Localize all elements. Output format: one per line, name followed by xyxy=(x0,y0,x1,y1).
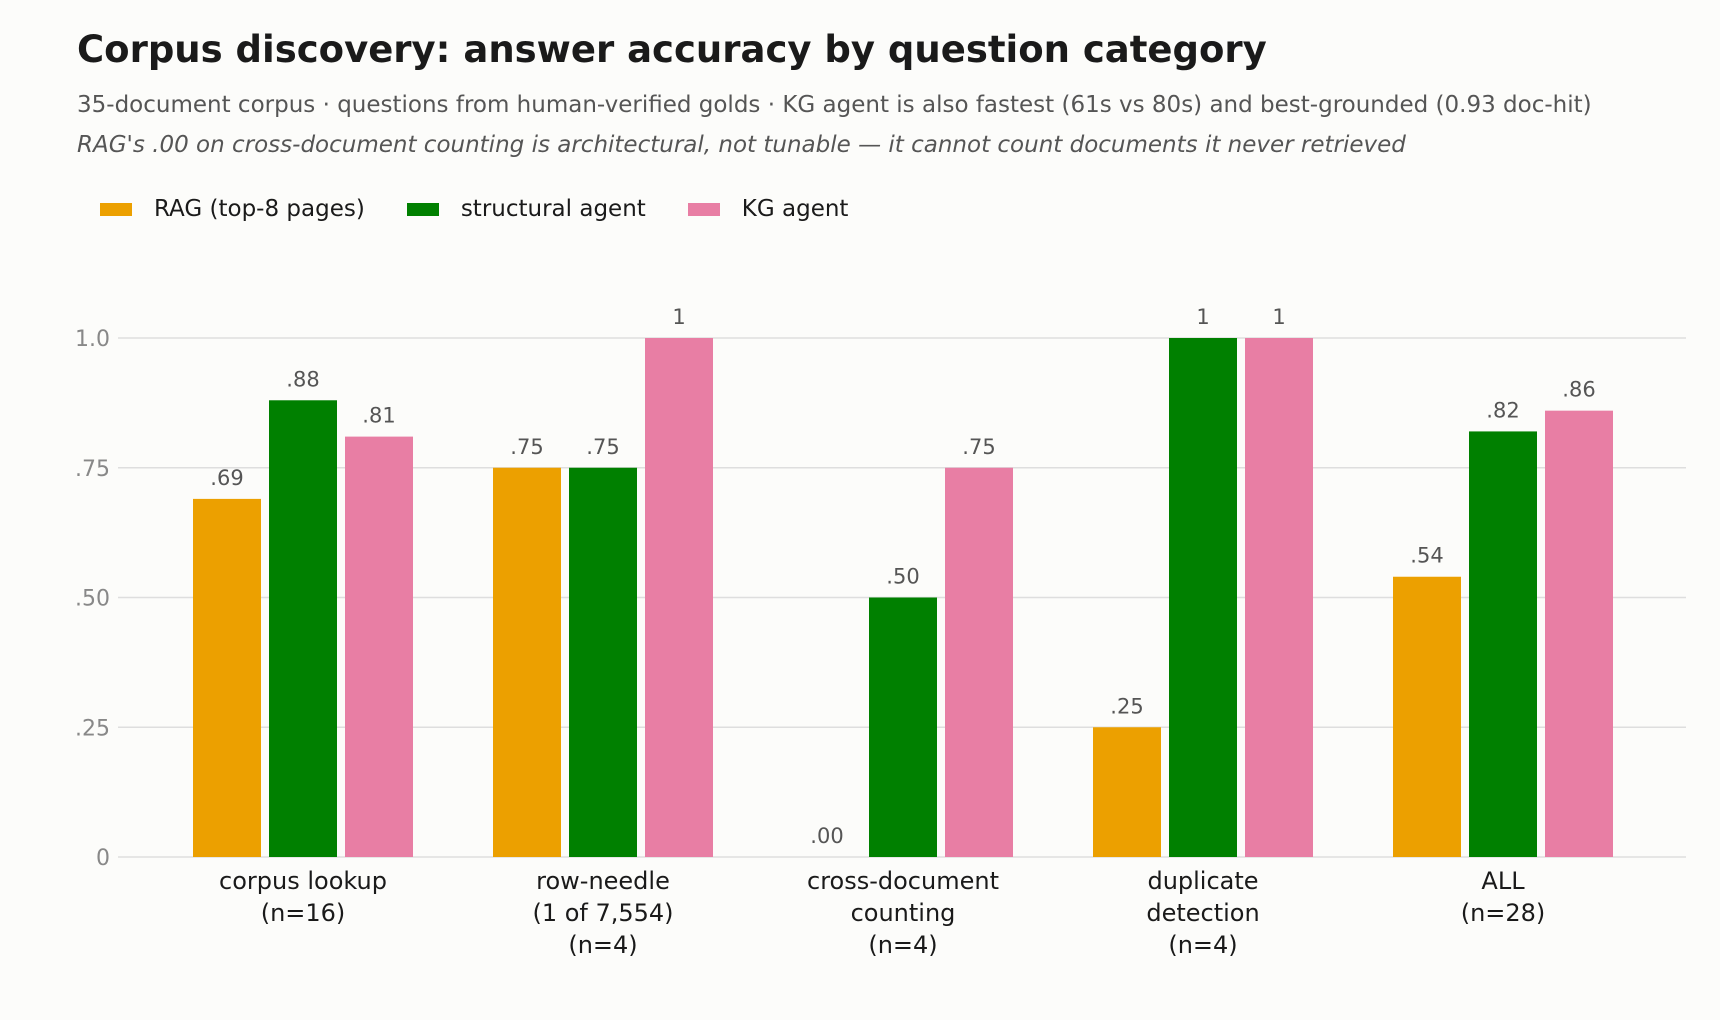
bar-kg-agent-1 xyxy=(645,338,713,857)
value-label-rag-1: .75 xyxy=(510,435,543,459)
x-tick-line: detection xyxy=(1146,899,1259,927)
x-tick-line: duplicate xyxy=(1147,867,1258,895)
bar-structural-agent-3 xyxy=(1169,338,1237,857)
legend-label-kg-agent: KG agent xyxy=(741,196,849,222)
bar-kg-agent-2 xyxy=(945,467,1013,857)
legend-label-rag: RAG (top-8 pages) xyxy=(154,196,365,222)
x-tick-line: (n=4) xyxy=(568,931,637,959)
x-tick-line: cross-document xyxy=(807,867,999,895)
bar-structural-agent-2 xyxy=(869,597,937,857)
chart-subtitle: 35-document corpus · questions from huma… xyxy=(77,92,1592,118)
value-label-kg-agent-1: 1 xyxy=(672,305,685,329)
value-label-rag-0: .69 xyxy=(210,466,243,490)
value-label-kg-agent-4: .86 xyxy=(1562,378,1595,402)
legend-item-kg-agent: KG agent xyxy=(687,196,849,222)
value-label-kg-agent-2: .75 xyxy=(962,435,995,459)
value-label-structural-agent-2: .50 xyxy=(886,565,919,589)
value-label-structural-agent-1: .75 xyxy=(586,435,619,459)
x-tick-line: corpus lookup xyxy=(219,867,387,895)
y-tick-label-1: .25 xyxy=(75,716,110,741)
value-label-kg-agent-3: 1 xyxy=(1272,305,1285,329)
value-label-structural-agent-0: .88 xyxy=(286,367,319,391)
bar-kg-agent-0 xyxy=(345,436,413,857)
y-tick-label-4: 1.0 xyxy=(75,327,110,352)
x-tick-label-2: cross-document counting (n=4) xyxy=(807,867,999,959)
bar-rag-1 xyxy=(493,467,561,857)
x-tick-label-0: corpus lookup (n=16) xyxy=(219,867,387,927)
legend-item-structural-agent: structural agent xyxy=(406,196,646,222)
x-tick-label-3: duplicate detection (n=4) xyxy=(1146,867,1259,959)
value-label-structural-agent-3: 1 xyxy=(1196,305,1209,329)
value-label-rag-4: .54 xyxy=(1410,544,1443,568)
x-tick-line: row-needle xyxy=(536,867,670,895)
bar-structural-agent-0 xyxy=(269,400,337,857)
x-tick-line: ALL xyxy=(1481,867,1525,895)
legend: RAG (top-8 pages) structural agent KG ag… xyxy=(100,196,890,222)
value-label-rag-2: .00 xyxy=(810,824,843,848)
bar-kg-agent-3 xyxy=(1245,338,1313,857)
x-tick-line: (n=28) xyxy=(1461,899,1546,927)
bar-rag-0 xyxy=(193,498,261,857)
x-tick-line: (1 of 7,554) xyxy=(532,899,673,927)
legend-swatch-kg-agent xyxy=(687,202,720,216)
bar-rag-3 xyxy=(1093,727,1161,857)
y-tick-label-0: 0 xyxy=(96,846,110,871)
x-tick-label-1: row-needle (1 of 7,554) (n=4) xyxy=(532,867,673,959)
legend-swatch-structural-agent xyxy=(406,202,439,216)
legend-label-structural-agent: structural agent xyxy=(460,196,646,222)
chart-annotation: RAG's .00 on cross-document counting is … xyxy=(77,132,1406,158)
value-label-structural-agent-4: .82 xyxy=(1486,398,1519,422)
y-tick-label-2: .50 xyxy=(75,587,110,612)
chart-title: Corpus discovery: answer accuracy by que… xyxy=(77,28,1267,71)
bar-rag-4 xyxy=(1393,576,1461,857)
value-label-rag-3: .25 xyxy=(1110,694,1143,718)
x-tick-line: (n=16) xyxy=(261,899,346,927)
legend-swatch-rag xyxy=(100,202,132,216)
x-tick-line: counting xyxy=(851,899,956,927)
bar-structural-agent-1 xyxy=(569,467,637,857)
bar-kg-agent-4 xyxy=(1545,410,1613,857)
x-tick-line: (n=4) xyxy=(868,931,937,959)
y-tick-label-3: .75 xyxy=(75,457,110,482)
x-tick-line: (n=4) xyxy=(1168,931,1237,959)
legend-item-rag: RAG (top-8 pages) xyxy=(100,196,365,222)
value-label-kg-agent-0: .81 xyxy=(362,404,395,428)
bar-structural-agent-4 xyxy=(1469,431,1537,857)
x-tick-label-4: ALL (n=28) xyxy=(1461,867,1546,927)
